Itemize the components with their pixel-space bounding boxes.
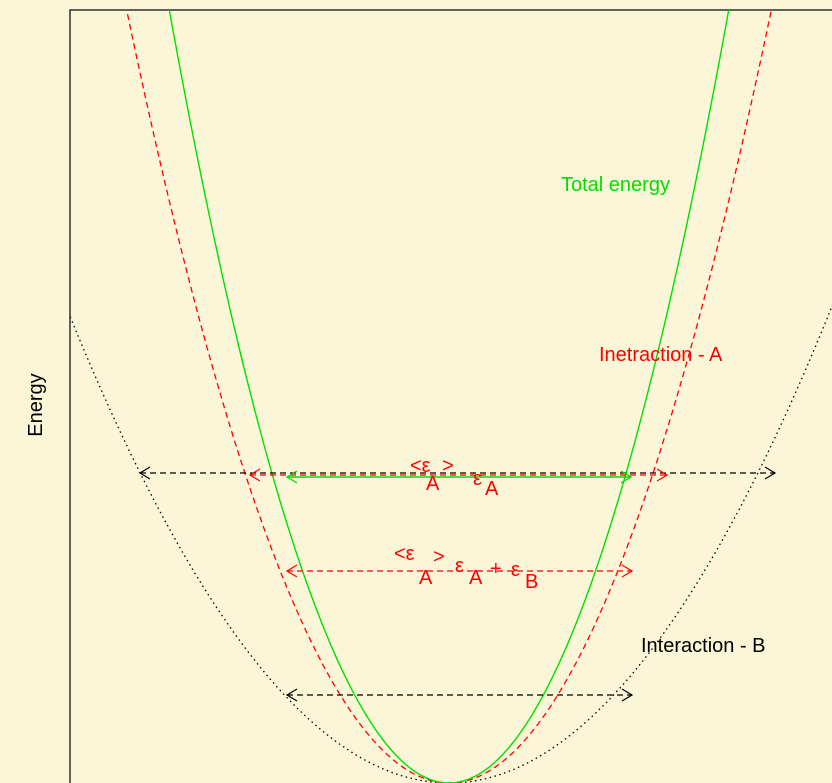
middle-energy-annotation: <ε A > ε A + ε B — [394, 543, 538, 593]
middle-avg-subscript: A — [419, 567, 433, 589]
middle-eps1-symbol: ε — [455, 555, 464, 577]
total-energy-curve — [168, 10, 730, 783]
upper-level-arrow-b — [138, 466, 777, 480]
upper-level-arrow-total — [285, 470, 633, 484]
upper-avg-subscript: A — [426, 473, 440, 495]
upper-eps-subscript: A — [485, 478, 499, 500]
middle-level-arrow-a — [285, 564, 634, 578]
lower-level-arrow-b — [285, 688, 634, 702]
middle-eps2-symbol: ε — [511, 559, 520, 581]
interaction-a-curve — [126, 10, 772, 783]
interaction-b-label: Interaction - B — [641, 635, 766, 657]
middle-avg-symbol: <ε — [394, 543, 415, 565]
upper-avg-close: > — [442, 455, 454, 477]
interaction-a-label: Inetraction - A — [599, 344, 723, 366]
middle-eps1-subscript: A — [469, 567, 483, 589]
total-energy-label: Total energy — [561, 174, 670, 196]
plot-frame — [69, 9, 832, 783]
upper-avg-symbol: <ε — [410, 455, 431, 477]
middle-avg-close: > — [433, 546, 445, 568]
middle-eps2-subscript: B — [525, 571, 538, 593]
upper-level-arrow-a — [248, 468, 669, 482]
upper-energy-annotation: <ε A > ε A — [410, 455, 499, 500]
upper-eps-symbol: ε — [473, 468, 482, 490]
y-axis-label: Energy — [25, 373, 47, 436]
middle-plus: + — [490, 558, 502, 580]
